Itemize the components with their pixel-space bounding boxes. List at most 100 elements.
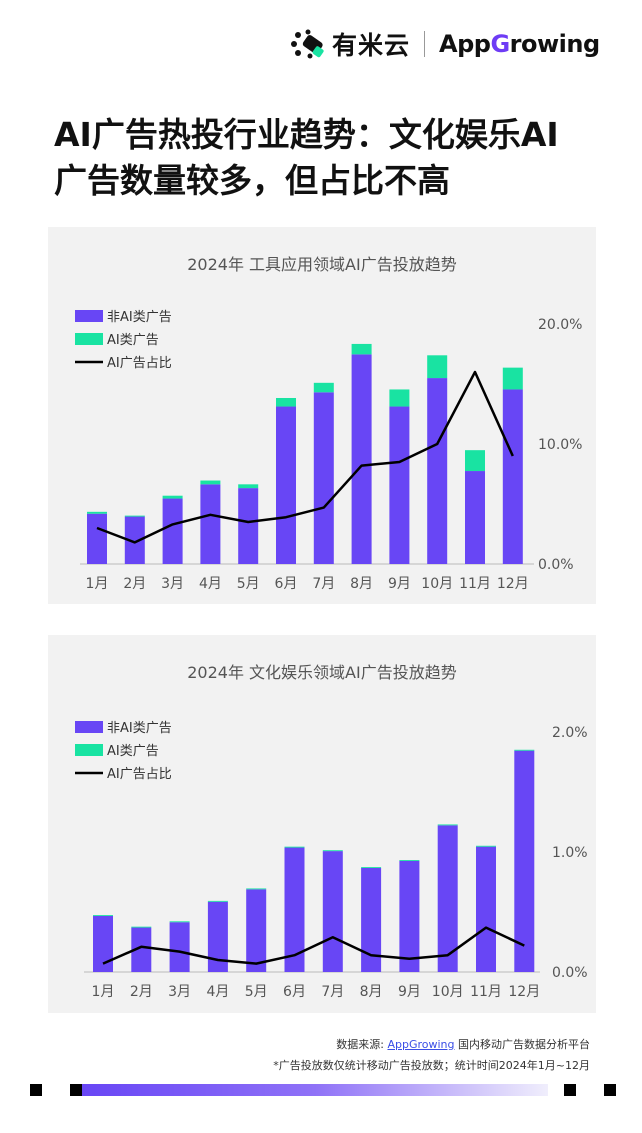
bar-non-ai	[246, 889, 267, 972]
y2-tick-label: 2.0%	[552, 725, 588, 741]
x-tick-label: 4月	[199, 576, 222, 592]
bar-non-ai	[437, 825, 458, 972]
bar-non-ai	[514, 750, 535, 972]
x-tick-label: 2月	[123, 576, 146, 592]
bar-ai	[207, 900, 228, 902]
legend-label-non-ai: 非AI类广告	[107, 310, 172, 325]
deco-square	[604, 1084, 616, 1096]
legend-swatch-ai	[75, 744, 103, 756]
y2-tick-label: 0.0%	[538, 557, 574, 573]
legend-swatch-ai	[75, 333, 103, 345]
bar-ai	[162, 495, 183, 499]
x-tick-label: 5月	[237, 576, 260, 592]
bar-ai	[361, 867, 382, 868]
x-tick-label: 7月	[321, 984, 344, 1000]
bar-non-ai	[399, 860, 420, 972]
bar-non-ai	[276, 406, 296, 564]
x-tick-label: 2月	[130, 984, 153, 1000]
bar-non-ai	[502, 389, 523, 564]
x-tick-label: 10月	[432, 984, 464, 1000]
bar-ai	[465, 450, 485, 472]
bar-ai	[246, 888, 267, 890]
deco-square	[70, 1084, 82, 1096]
x-tick-label: 1月	[86, 576, 109, 592]
legend-label-ai: AI类广告	[107, 744, 159, 759]
x-tick-label: 3月	[161, 576, 184, 592]
ratio-line	[102, 926, 525, 965]
x-tick-label: 7月	[312, 576, 335, 592]
bar-ai	[502, 367, 523, 390]
bar-ai	[389, 389, 410, 407]
legend-swatch-non-ai	[75, 310, 103, 322]
ratio-line	[96, 370, 514, 544]
bar-ai	[200, 480, 221, 485]
x-tick-label: 11月	[470, 984, 502, 1000]
header-logo: 有米云 AppGrowing	[290, 22, 620, 66]
chart-panel-entertainment: 2024年 文化娱乐领域AI广告投放趋势 1月 2月 3月 4月 5月 6月 7月 8月 9月 1…	[48, 635, 596, 1013]
chart-title: 2024年 文化娱乐领域AI广告投放趋势	[187, 663, 457, 682]
bar-ai	[93, 915, 113, 916]
bar-ai	[322, 850, 343, 852]
bar-ai	[427, 355, 448, 379]
x-tick-label: 9月	[388, 576, 411, 592]
x-tick-label: 6月	[275, 576, 298, 592]
bar-non-ai	[476, 846, 496, 972]
source-link[interactable]: AppGrowing	[387, 1038, 455, 1051]
x-tick-label: 8月	[350, 576, 373, 592]
bar-non-ai	[284, 847, 305, 972]
bar-non-ai	[87, 513, 107, 564]
x-tick-label: 1月	[92, 984, 115, 1000]
y2-tick-label: 1.0%	[552, 845, 588, 861]
bar-non-ai	[200, 484, 221, 564]
y2-tick-label: 10.0%	[538, 437, 582, 453]
bar-non-ai	[351, 354, 372, 564]
deco-square	[30, 1084, 42, 1096]
footer-source: 数据来源: AppGrowing 国内移动广告数据分析平台	[336, 1038, 590, 1051]
legend-swatch-non-ai	[75, 721, 103, 733]
bar-ai	[476, 845, 496, 847]
bar-non-ai	[389, 406, 410, 564]
bar-non-ai	[361, 868, 382, 972]
logo-separator	[424, 31, 426, 57]
chart-title: 2024年 工具应用领域AI广告投放趋势	[187, 255, 457, 274]
x-tick-label: 4月	[206, 984, 229, 1000]
bar-ai	[284, 846, 305, 848]
page-title-line2: 广告数量较多，但占比不高	[54, 161, 450, 200]
bar-non-ai	[124, 516, 145, 564]
legend-label-ratio: AI广告占比	[107, 356, 172, 371]
bar-ai	[399, 860, 420, 861]
chart-panel-tools: 2024年 工具应用领域AI广告投放趋势 1月 2月 3月 4月 5月 6月 7月 8月 9月 1…	[48, 227, 596, 604]
y2-tick-label: 20.0%	[538, 317, 582, 333]
x-tick-label: 3月	[168, 984, 191, 1000]
y2-tick-label: 0.0%	[552, 965, 588, 981]
x-tick-label: 10月	[421, 576, 453, 592]
bar-non-ai	[93, 916, 113, 972]
footer-note: *广告投放数仅统计移动广告投放数；统计时间2024年1月~12月	[273, 1059, 590, 1072]
chart-entertainment-svg: 1月 2月 3月 4月 5月 6月 7月 8月 9月 10月 11月 12月 0.0% 1.0% 2.0% 非…	[75, 721, 588, 1000]
bar-ai	[124, 515, 145, 517]
bar-non-ai	[322, 851, 343, 972]
bar-ai	[169, 921, 190, 923]
x-tick-label: 5月	[245, 984, 268, 1000]
bar-non-ai	[313, 392, 334, 564]
bar-non-ai	[238, 488, 259, 564]
bar-ai	[514, 749, 535, 751]
x-tick-label: 12月	[508, 984, 540, 1000]
bar-ai	[313, 382, 334, 393]
legend-label-ratio: AI广告占比	[107, 767, 172, 782]
x-tick-label: 12月	[497, 576, 529, 592]
x-tick-label: 8月	[360, 984, 383, 1000]
deco-square	[564, 1084, 576, 1096]
bar-non-ai	[169, 922, 190, 972]
logo-en-text: AppGrowing	[439, 30, 600, 58]
page-title-line1: AI广告热投行业趋势：文化娱乐AI	[54, 115, 559, 154]
bar-ai	[437, 824, 458, 826]
x-tick-label: 9月	[398, 984, 421, 1000]
page-title: AI广告热投行业趋势：文化娱乐AI 广告数量较多，但占比不高	[54, 112, 614, 204]
x-tick-label: 11月	[459, 576, 491, 592]
bar-ai	[351, 343, 372, 355]
bar-non-ai	[162, 498, 183, 564]
bar-non-ai	[427, 378, 448, 564]
bar-ai	[276, 397, 296, 407]
bar-non-ai	[207, 901, 228, 972]
